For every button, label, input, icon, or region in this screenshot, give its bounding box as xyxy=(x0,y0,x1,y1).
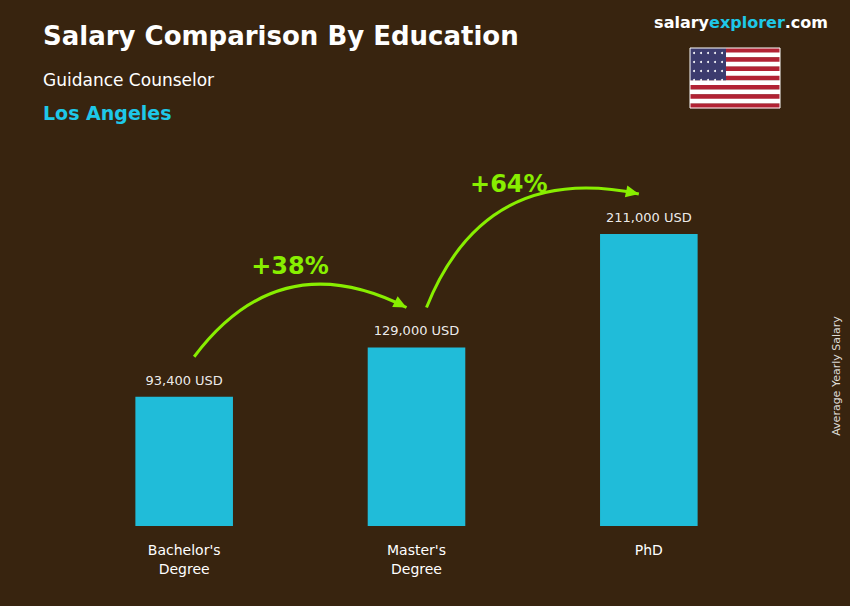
svg-text:.com: .com xyxy=(785,13,828,32)
svg-text:explorer: explorer xyxy=(709,13,785,32)
svg-text:+64%: +64% xyxy=(470,170,548,198)
svg-text:PhD: PhD xyxy=(635,542,663,558)
svg-text:Los Angeles: Los Angeles xyxy=(43,102,172,124)
svg-text:Average Yearly Salary: Average Yearly Salary xyxy=(830,316,843,436)
svg-text:93,400 USD: 93,400 USD xyxy=(145,373,222,388)
svg-text:Master's: Master's xyxy=(387,542,446,558)
svg-text:Bachelor's: Bachelor's xyxy=(148,542,221,558)
svg-text:Salary Comparison By Education: Salary Comparison By Education xyxy=(43,21,519,51)
svg-text:salary: salary xyxy=(654,13,709,32)
svg-text:Degree: Degree xyxy=(391,561,442,577)
svg-text:Degree: Degree xyxy=(159,561,210,577)
svg-text:211,000 USD: 211,000 USD xyxy=(606,210,692,225)
svg-text:+38%: +38% xyxy=(251,252,329,280)
svg-text:Guidance Counselor: Guidance Counselor xyxy=(43,70,214,90)
svg-text:129,000 USD: 129,000 USD xyxy=(374,323,460,338)
